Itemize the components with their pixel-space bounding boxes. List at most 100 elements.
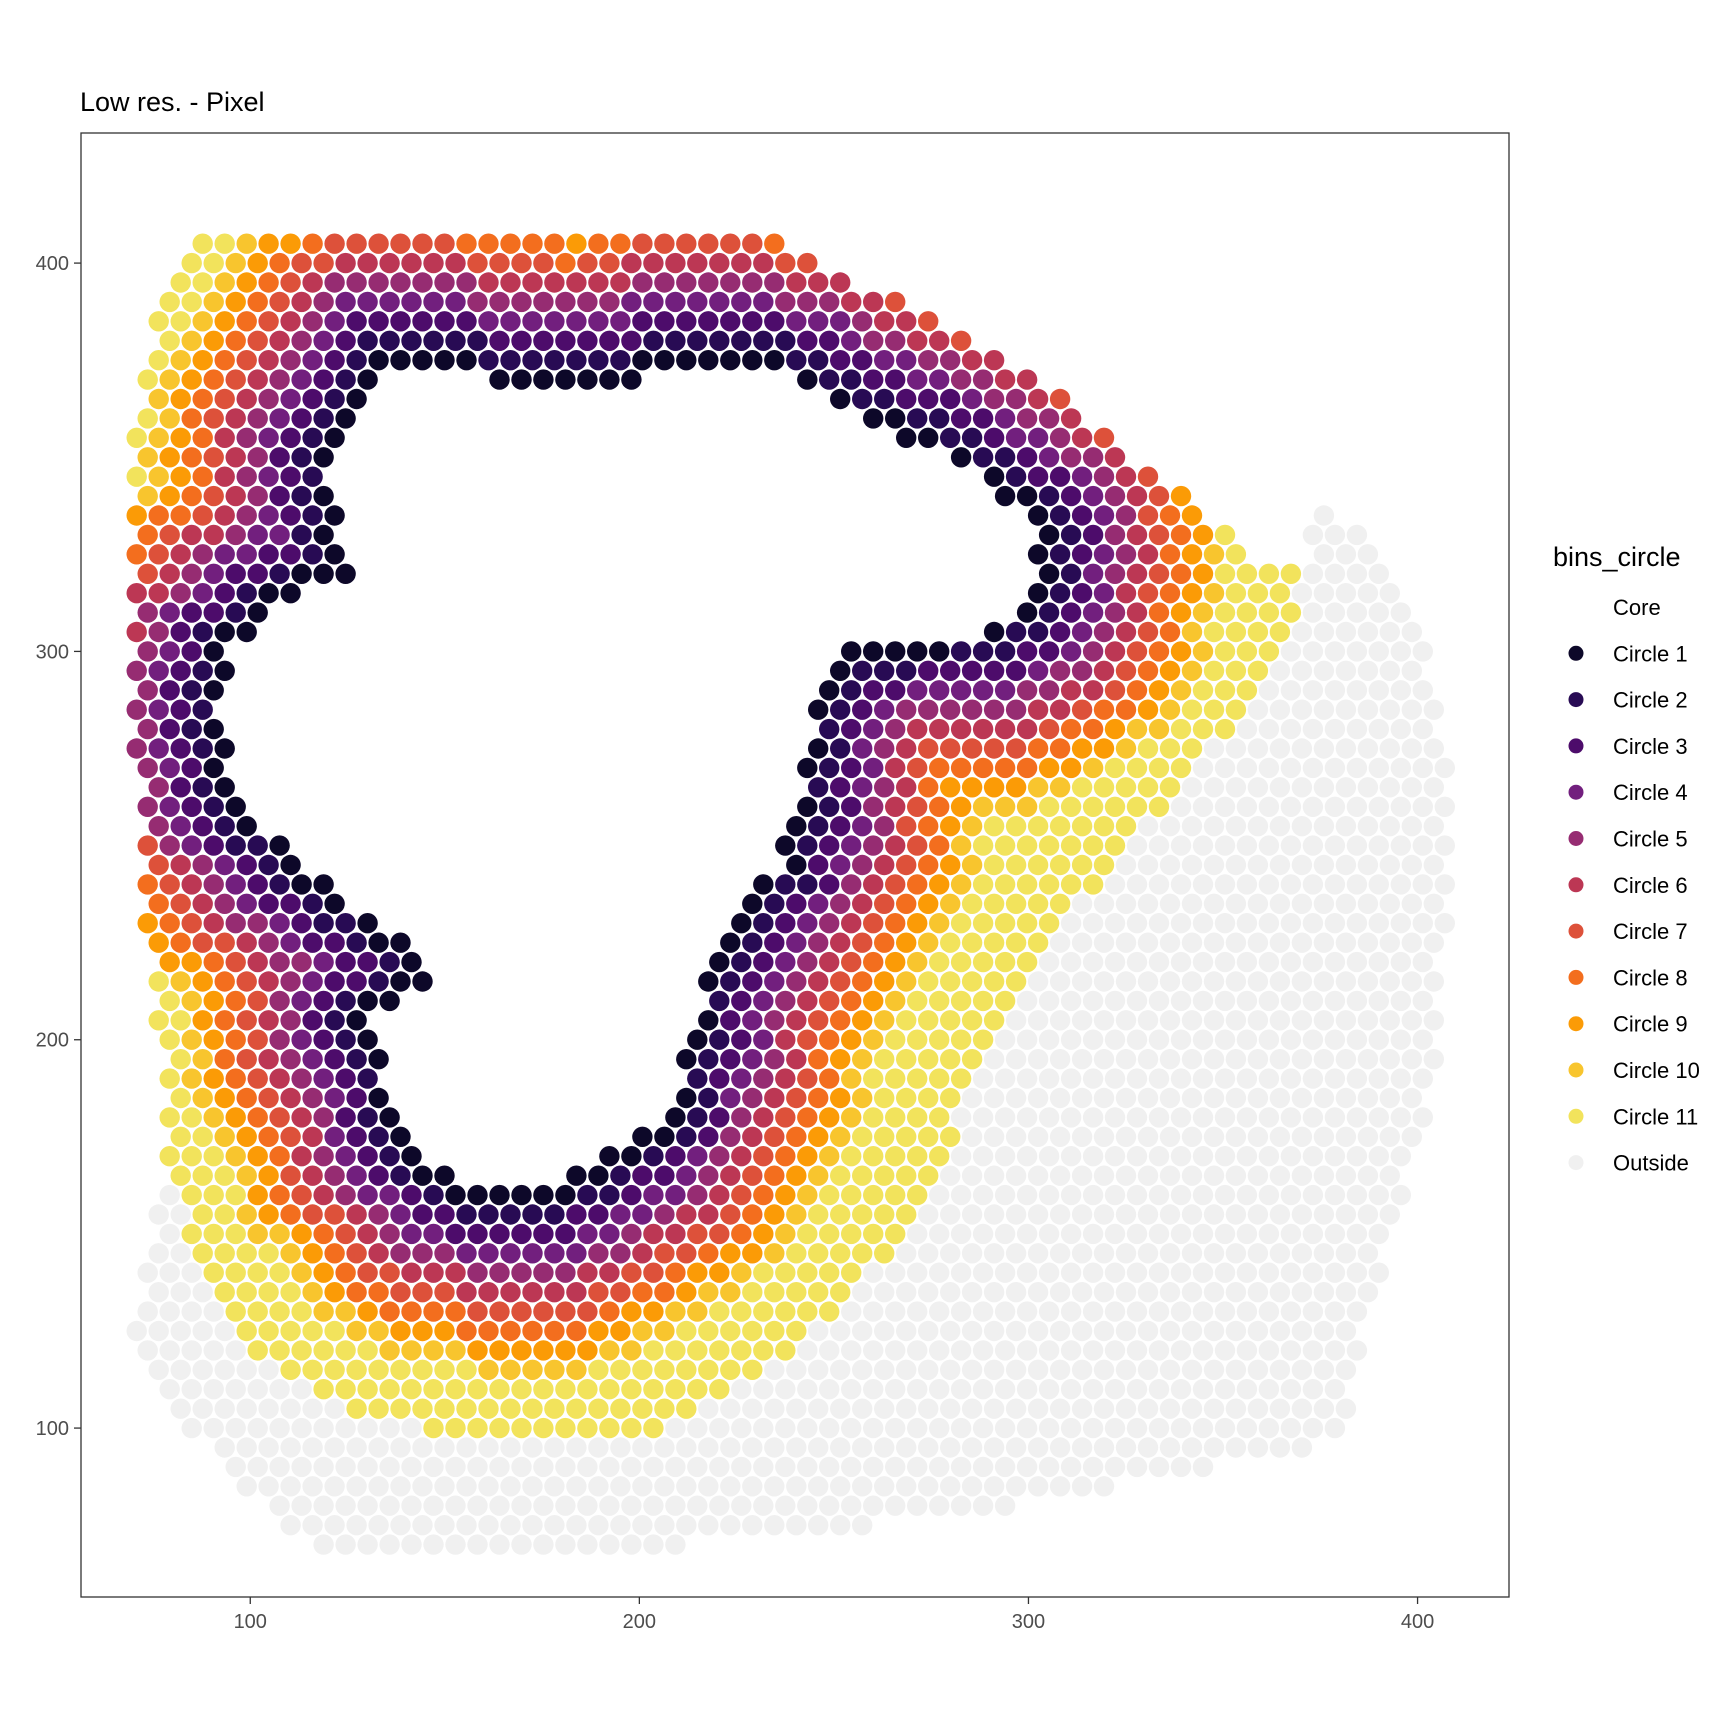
spot-point	[1159, 544, 1181, 565]
spot-point	[148, 932, 169, 953]
spot-point	[544, 1320, 565, 1342]
spot-point	[247, 1029, 268, 1050]
spot-point	[1379, 1049, 1401, 1070]
spot-point	[247, 1379, 268, 1400]
spot-point	[412, 971, 433, 992]
spot-point	[1049, 1476, 1071, 1497]
spot-point	[1225, 932, 1247, 953]
spot-point	[1126, 1068, 1148, 1089]
spot-point	[291, 524, 312, 546]
spot-point	[874, 660, 895, 681]
spot-point	[698, 311, 719, 332]
spot-point	[676, 1126, 697, 1148]
spot-point	[390, 971, 411, 992]
spot-point	[1115, 544, 1137, 565]
spot-point	[621, 291, 642, 313]
spot-point	[753, 252, 774, 274]
spot-point	[280, 427, 301, 448]
spot-point	[401, 330, 422, 351]
spot-point	[1214, 1146, 1236, 1167]
spot-point	[335, 408, 356, 429]
spot-point	[874, 1126, 895, 1148]
spot-point	[1313, 1243, 1335, 1264]
spot-point	[632, 1243, 653, 1264]
spot-point	[401, 1340, 422, 1361]
spot-point	[566, 350, 587, 371]
spot-point	[412, 1165, 433, 1186]
spot-point	[797, 835, 818, 856]
spot-point	[467, 1262, 488, 1283]
spot-point	[929, 913, 950, 934]
spot-point	[808, 893, 829, 914]
spot-point	[1192, 602, 1214, 623]
spot-point	[775, 1379, 796, 1400]
spot-point	[1192, 1107, 1214, 1128]
spot-point	[1181, 505, 1203, 526]
spot-point	[1181, 621, 1203, 643]
spot-point	[379, 252, 400, 274]
spot-point	[258, 388, 279, 410]
spot-point	[918, 1165, 939, 1186]
spot-point	[863, 330, 884, 351]
spot-point	[181, 563, 202, 584]
spot-point	[192, 1282, 213, 1303]
spot-point	[819, 990, 840, 1012]
spot-point	[1126, 485, 1148, 507]
spot-point	[676, 1320, 697, 1342]
spot-point	[533, 1417, 554, 1439]
spot-point	[1357, 777, 1379, 798]
spot-point	[1379, 1010, 1401, 1031]
spot-point	[247, 330, 268, 351]
spot-point	[1005, 660, 1027, 681]
spot-point	[1093, 1359, 1115, 1381]
legend-label: Circle 2	[1613, 688, 1688, 713]
spot-point	[896, 1398, 917, 1419]
spot-point	[269, 1417, 290, 1439]
spot-point	[203, 252, 224, 274]
spot-point	[181, 602, 202, 623]
spot-point	[1434, 835, 1456, 856]
spot-point	[830, 932, 851, 953]
spot-point	[456, 1437, 477, 1458]
spot-point	[1093, 777, 1115, 798]
spot-point	[830, 854, 851, 876]
spot-point	[1027, 583, 1049, 604]
spot-point	[742, 1087, 763, 1109]
spot-point	[643, 1495, 664, 1516]
spot-point	[1390, 1029, 1412, 1050]
spot-point	[379, 1495, 400, 1516]
spot-point	[1346, 1301, 1368, 1322]
spot-point	[203, 913, 224, 934]
spot-point	[588, 350, 609, 371]
spot-point	[1357, 583, 1379, 604]
spot-point	[489, 1340, 510, 1361]
spot-point	[1214, 1223, 1236, 1245]
spot-point	[1148, 1146, 1170, 1167]
spot-point	[610, 272, 631, 293]
spot-point	[181, 330, 202, 351]
spot-point	[907, 1107, 928, 1128]
spot-point	[610, 1243, 631, 1264]
spot-point	[852, 1437, 873, 1458]
spot-point	[1137, 1320, 1159, 1342]
spot-point	[577, 1495, 598, 1516]
spot-point	[1357, 932, 1379, 953]
spot-point	[797, 1417, 818, 1439]
spot-point	[1203, 893, 1225, 914]
spot-point	[1126, 1184, 1148, 1206]
spot-point	[203, 1340, 224, 1361]
spot-point	[126, 660, 147, 681]
spot-point	[841, 641, 862, 662]
spot-point	[1379, 621, 1401, 643]
spot-point	[214, 311, 235, 332]
spot-point	[588, 311, 609, 332]
spot-point	[1258, 602, 1280, 623]
spot-point	[676, 1282, 697, 1303]
spot-point	[1269, 1282, 1291, 1303]
spot-point	[775, 990, 796, 1012]
spot-point	[522, 1398, 543, 1419]
spot-point	[764, 1359, 785, 1381]
spot-point	[1346, 990, 1368, 1012]
spot-point	[368, 272, 389, 293]
spot-point	[170, 583, 191, 604]
